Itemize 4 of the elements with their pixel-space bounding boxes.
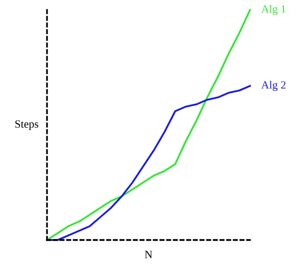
series-label: Alg 1 xyxy=(261,4,286,16)
y-axis-title: Steps xyxy=(15,120,38,130)
series-label: Alg 2 xyxy=(261,80,286,91)
x-axis-title: N xyxy=(144,250,152,258)
